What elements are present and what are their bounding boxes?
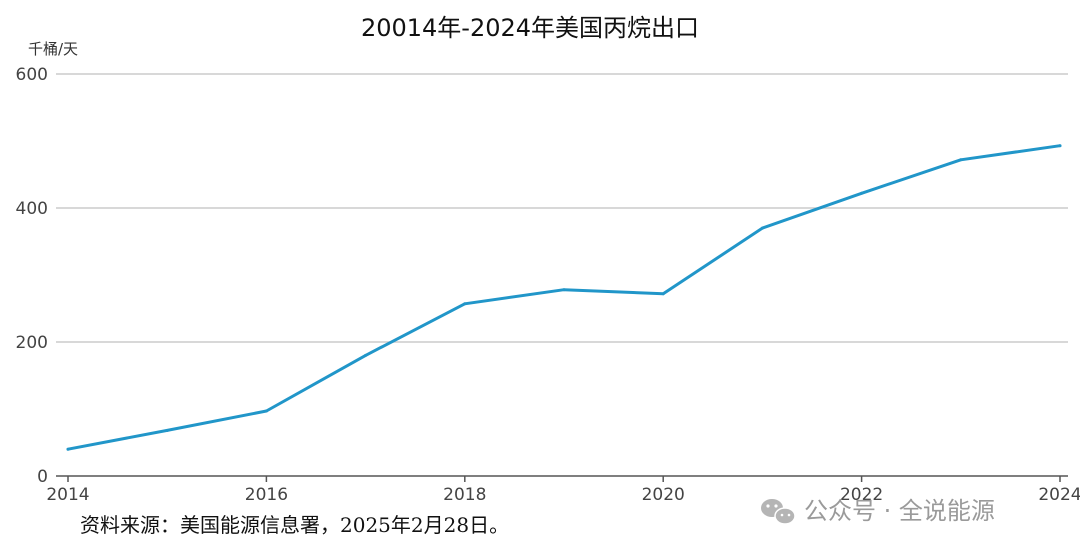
series-layer	[66, 144, 1062, 451]
y-tick-label: 400	[16, 199, 48, 219]
x-tick-label: 2022	[840, 485, 883, 505]
data-point-2024	[1058, 144, 1062, 148]
y-tick-label: 600	[16, 65, 48, 85]
x-tick-label: 2014	[46, 485, 89, 505]
data-point-2019	[562, 288, 566, 292]
chart-title: 20014年-2024年美国丙烷出口	[361, 14, 699, 42]
data-point-2022	[860, 191, 864, 195]
series-line	[66, 144, 1062, 451]
source-note: 资料来源：美国能源信息署，2025年2月28日。	[80, 513, 509, 537]
x-axis-ticks: 2014 2016 2018 2020 2022 2024	[46, 476, 1080, 505]
x-tick-label: 2024	[1038, 485, 1080, 505]
watermark-text: 公众号 · 全说能源	[804, 497, 995, 525]
gridlines	[56, 73, 1068, 343]
data-point-2015	[165, 428, 169, 432]
data-point-2020	[661, 292, 665, 296]
y-axis-ticks: 0 200 400 600	[16, 65, 48, 487]
data-point-2018	[463, 302, 467, 306]
x-tick-label: 2016	[245, 485, 288, 505]
data-point-2014	[66, 447, 70, 451]
x-tick-label: 2020	[642, 485, 685, 505]
data-point-2017	[364, 353, 368, 357]
y-tick-label: 0	[37, 467, 48, 487]
data-point-2016	[264, 409, 268, 413]
wechat-icon	[761, 499, 796, 525]
y-tick-label: 200	[16, 333, 48, 353]
data-point-2021	[760, 226, 764, 230]
x-tick-label: 2018	[443, 485, 486, 505]
data-point-2023	[959, 158, 963, 162]
y-unit-label: 千桶/天	[28, 40, 78, 58]
